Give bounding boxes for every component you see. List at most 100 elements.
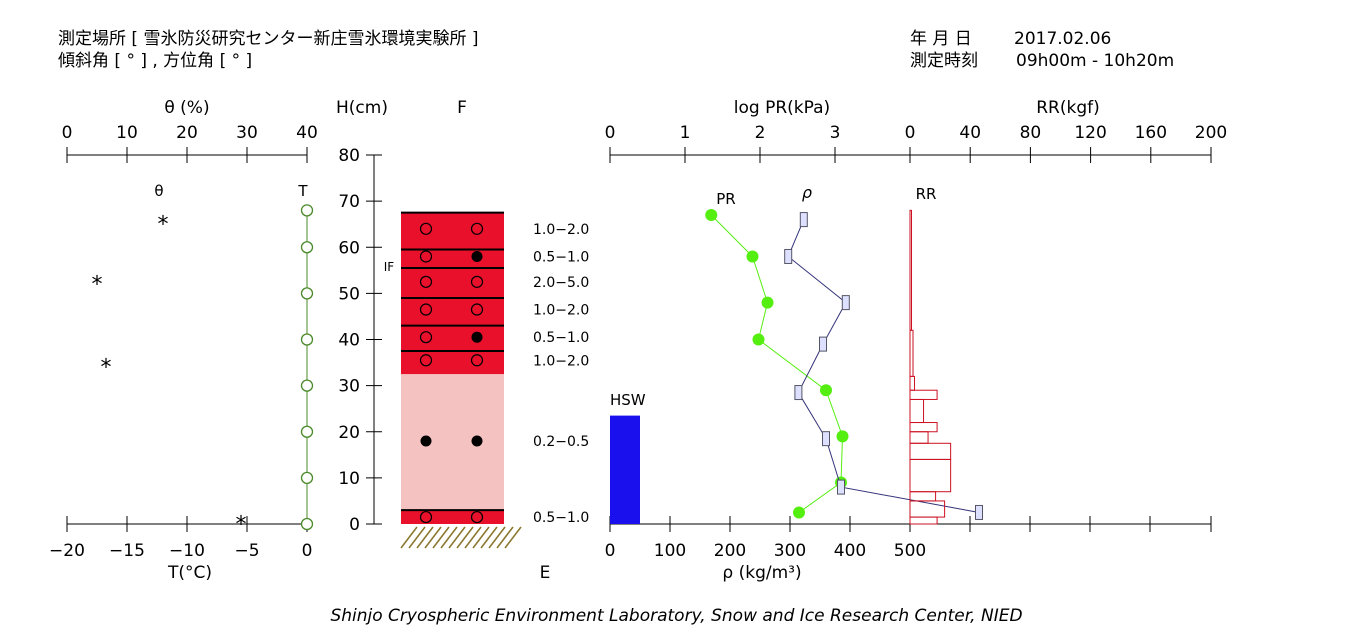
grain-size-label: 0.2−0.5 bbox=[533, 434, 589, 450]
snow-profile-chart: θ (%)0 10 20 30 40−20 −15 −10 −5 0T(°C)Tθ****H(c… bbox=[49, 98, 1227, 583]
density-point bbox=[975, 504, 983, 520]
density-tick-label: 100 bbox=[654, 541, 686, 561]
rr-tick-label: 40 bbox=[959, 123, 981, 143]
density-line bbox=[787, 219, 980, 513]
grain-size-label: 1.0−2.0 bbox=[533, 303, 589, 319]
rr-step bbox=[909, 209, 913, 331]
grain-shape-open bbox=[419, 222, 433, 235]
theta-tick-label: 20 bbox=[176, 123, 198, 143]
ground-hatch bbox=[440, 526, 458, 549]
temp-tick-label: −10 bbox=[169, 541, 205, 561]
temperature-point bbox=[300, 204, 314, 217]
ground-hatch bbox=[504, 526, 522, 549]
grain-size-label: 0.5−1.0 bbox=[533, 330, 589, 346]
rr-axis-title: RR(kgf) bbox=[1036, 98, 1100, 118]
pr-series-label: PR bbox=[716, 190, 735, 208]
density-tick-label: 200 bbox=[714, 541, 746, 561]
rr-step bbox=[909, 458, 952, 493]
snow-layer bbox=[401, 351, 504, 375]
ground-hatch bbox=[416, 526, 434, 549]
grain-size-label: 0.5−1.0 bbox=[533, 249, 589, 265]
snow-layer bbox=[401, 374, 504, 511]
ground-hatch bbox=[488, 526, 506, 549]
temperature-point bbox=[300, 379, 314, 392]
snow-layer bbox=[401, 510, 504, 524]
grain-shape-open bbox=[419, 275, 433, 288]
snow-layer bbox=[401, 249, 504, 269]
ground-hatch bbox=[408, 526, 426, 549]
height-tick-label: 50 bbox=[338, 284, 360, 304]
rr-tick-label: 120 bbox=[1074, 123, 1106, 143]
grain-shape-open bbox=[419, 354, 433, 367]
grain-size-label: 0.5−1.0 bbox=[533, 510, 589, 526]
height-tick-label: 40 bbox=[338, 331, 360, 351]
pr-point bbox=[746, 250, 759, 263]
snow-layer bbox=[401, 325, 504, 352]
theta-point: * bbox=[236, 512, 247, 537]
pr-point bbox=[836, 430, 849, 443]
density-point bbox=[841, 295, 850, 311]
density-tick-label: 300 bbox=[774, 541, 806, 561]
grain-shape-open bbox=[470, 222, 484, 235]
snow-layer bbox=[401, 297, 504, 326]
ground-hatch bbox=[496, 526, 514, 549]
temp-tick-label: −15 bbox=[109, 541, 145, 561]
temp-tick-label: −20 bbox=[49, 541, 85, 561]
theta-tick-label: 10 bbox=[116, 123, 138, 143]
pr-point bbox=[761, 296, 774, 309]
grain-size-label: 1.0−2.0 bbox=[533, 222, 589, 238]
rr-tick-label: 160 bbox=[1135, 123, 1167, 143]
temperature-point bbox=[300, 517, 314, 531]
density-point bbox=[837, 479, 845, 495]
pr-tick-label: 0 bbox=[605, 123, 616, 143]
time-value: 09h00m - 10h20m bbox=[1016, 51, 1175, 71]
theta-axis-title: θ (%) bbox=[164, 98, 209, 118]
ground-hatch bbox=[464, 526, 482, 549]
pr-tick-label: 3 bbox=[830, 123, 841, 143]
theta-point: * bbox=[92, 273, 103, 298]
rr-step bbox=[909, 491, 937, 502]
date-label: 年 月 日 bbox=[910, 29, 972, 49]
density-series-label: ρ bbox=[802, 183, 812, 202]
grain-size-label: 2.0−5.0 bbox=[533, 275, 589, 291]
ground-hatch bbox=[448, 526, 466, 549]
rr-step bbox=[909, 431, 929, 444]
hsw-label: HSW bbox=[610, 391, 646, 409]
height-tick-label: 60 bbox=[338, 238, 360, 258]
ice-formation-label: IF bbox=[384, 260, 395, 274]
pr-point bbox=[705, 208, 718, 221]
density-point bbox=[799, 212, 808, 228]
rr-step bbox=[909, 398, 925, 424]
rr-step bbox=[909, 422, 938, 433]
grain-shape-filled bbox=[471, 331, 483, 343]
pr-axis-title: log PR(kPa) bbox=[734, 98, 830, 118]
angle-label: 傾斜角 [ ° ] , 方位角 [ ° ] bbox=[58, 51, 253, 71]
ground-hatch bbox=[400, 526, 418, 549]
time-label: 測定時刻 bbox=[910, 51, 978, 71]
snow-layer bbox=[401, 212, 504, 250]
height-tick-label: 0 bbox=[349, 515, 360, 535]
f-column-label: F bbox=[457, 98, 467, 118]
site-label: 測定場所 [ 雪氷防災研究センター新庄雪氷環境実験所 ] bbox=[58, 29, 479, 49]
density-tick-label: 400 bbox=[834, 541, 866, 561]
e-label: E bbox=[540, 563, 551, 583]
grain-shape-open bbox=[419, 510, 433, 524]
rr-step bbox=[909, 442, 952, 460]
grain-shape-open bbox=[419, 303, 433, 316]
pr-tick-label: 2 bbox=[755, 123, 766, 143]
height-tick-label: 30 bbox=[338, 377, 360, 397]
pr-point bbox=[793, 506, 805, 519]
hsw-bar bbox=[610, 415, 640, 524]
rr-tick-label: 200 bbox=[1195, 123, 1227, 143]
date-value: 2017.02.06 bbox=[1014, 29, 1112, 49]
height-tick-label: 20 bbox=[338, 423, 360, 443]
theta-tick-label: 40 bbox=[296, 123, 318, 143]
temperature-point bbox=[300, 333, 314, 346]
rr-step bbox=[909, 329, 914, 377]
ground-hatch bbox=[424, 526, 442, 549]
grain-shape-filled bbox=[471, 250, 483, 262]
grain-shape-open bbox=[470, 510, 484, 524]
grain-shape-open bbox=[419, 250, 433, 263]
height-tick-label: 10 bbox=[338, 469, 360, 489]
theta-point: * bbox=[101, 356, 112, 381]
